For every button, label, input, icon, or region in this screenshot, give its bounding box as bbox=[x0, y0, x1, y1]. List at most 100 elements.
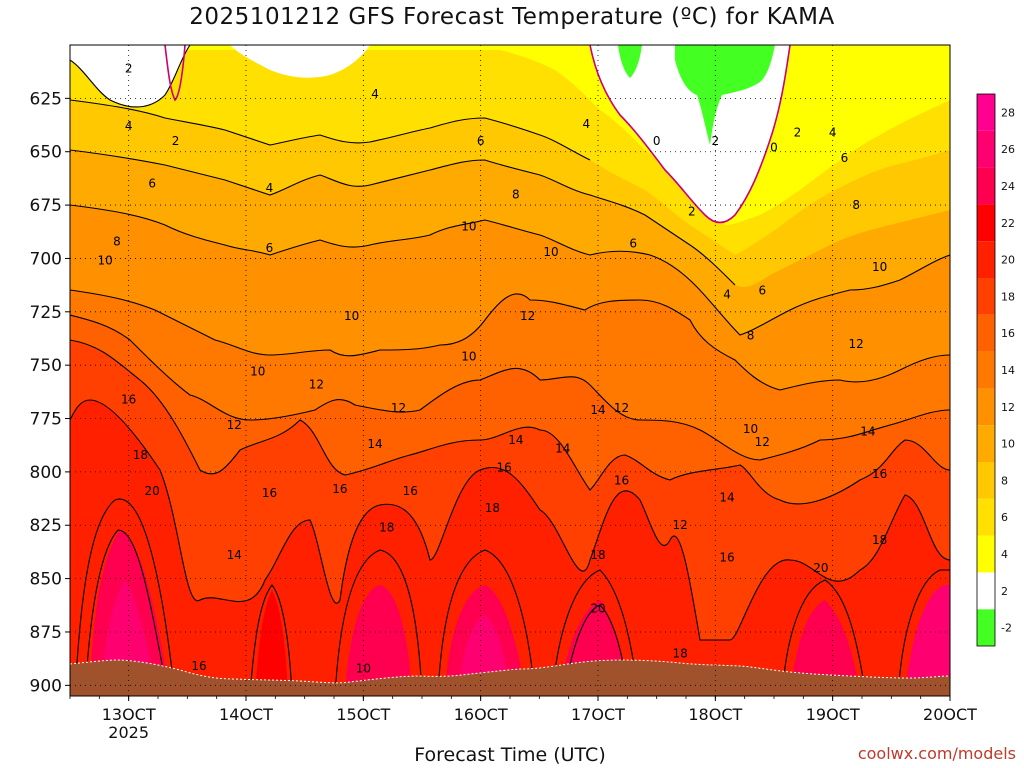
core-24-fill-f bbox=[905, 585, 950, 696]
contour-value-label: 10 bbox=[98, 254, 113, 268]
contour-value-label: 2 bbox=[712, 134, 720, 148]
colorbar-label: 8 bbox=[1001, 474, 1008, 487]
colorbar-label: 10 bbox=[1001, 438, 1015, 451]
contour-value-label: 8 bbox=[113, 234, 121, 248]
contour-value-label: 4 bbox=[371, 87, 379, 101]
contour-20-line-a bbox=[84, 529, 169, 696]
surface-edge bbox=[70, 659, 950, 684]
contour-18-line-e bbox=[781, 579, 867, 696]
colorbar-label: 24 bbox=[1001, 180, 1015, 193]
contour-value-label: 14 bbox=[719, 490, 734, 504]
contour-value-label: 8 bbox=[747, 328, 755, 342]
contour-value-label: 8 bbox=[852, 198, 860, 212]
contour-value-label: 6 bbox=[148, 177, 156, 191]
contour-20-line-g bbox=[249, 584, 293, 696]
contour-value-label: 20 bbox=[144, 484, 159, 498]
contour-8-line bbox=[70, 204, 950, 336]
contour-0-line-a bbox=[164, 45, 186, 102]
colorbar-swatch bbox=[977, 314, 995, 352]
contour-2-line bbox=[70, 45, 191, 108]
contour-value-label: 2 bbox=[125, 61, 133, 75]
contour-12-line bbox=[70, 314, 950, 461]
contour-value-label: 14 bbox=[590, 403, 605, 417]
contour-18-line-f bbox=[897, 569, 950, 696]
contour-value-label: 18 bbox=[590, 548, 605, 562]
contour-value-label: 18 bbox=[379, 520, 394, 534]
contour-16-line bbox=[70, 399, 950, 641]
contour-10-line bbox=[70, 289, 950, 391]
contour-value-label: 16 bbox=[191, 659, 206, 673]
core-22-fill-g bbox=[255, 590, 288, 696]
contour-value-label: 20 bbox=[590, 601, 605, 615]
band-neg2-fill bbox=[675, 45, 775, 145]
contour-lines bbox=[70, 45, 950, 696]
contour-value-label: 16 bbox=[403, 484, 418, 498]
band-0-fill-left bbox=[70, 45, 190, 107]
contour-18-line-a bbox=[74, 498, 176, 696]
contour-value-label: 10 bbox=[461, 350, 476, 364]
contour-value-label: 10 bbox=[356, 661, 371, 675]
contour-value-label: 2 bbox=[794, 126, 802, 140]
y-tick-label: 650 bbox=[30, 143, 62, 163]
contour-4-line bbox=[70, 99, 591, 161]
core-22-fill-e bbox=[790, 600, 860, 696]
contour-6-line bbox=[70, 149, 736, 286]
contour-value-label: 6 bbox=[758, 283, 766, 297]
y-tick-label: 675 bbox=[30, 196, 62, 216]
contour-value-label: 12 bbox=[672, 518, 687, 532]
contour-value-label: 12 bbox=[755, 435, 770, 449]
y-tick-label: 775 bbox=[30, 410, 62, 430]
contour-value-label: 14 bbox=[227, 548, 242, 562]
colorbar-swatch bbox=[977, 498, 995, 536]
contour-value-label: 6 bbox=[629, 237, 637, 251]
colorbar-label: 14 bbox=[1001, 364, 1015, 377]
contour-value-label: 10 bbox=[250, 365, 265, 379]
contour-value-label: 10 bbox=[344, 309, 359, 323]
contour-18-line-b bbox=[334, 549, 423, 696]
x-tick-label: 19OCT bbox=[806, 705, 860, 724]
colorbar-label: -2 bbox=[1001, 622, 1012, 635]
y-tick-label: 800 bbox=[30, 463, 62, 483]
colorbar-swatch bbox=[977, 241, 995, 278]
x-tick-label: 20OCT bbox=[923, 705, 977, 724]
x-axis-title: Forecast Time (UTC) bbox=[414, 744, 606, 766]
y-tick-label: 625 bbox=[30, 89, 62, 109]
colorbar-label: 22 bbox=[1001, 217, 1015, 230]
y-tick-label: 850 bbox=[30, 570, 62, 590]
chart-title: 2025101212 GFS Forecast Temperature (ºC)… bbox=[189, 4, 835, 30]
x-tick-label: 16OCT bbox=[454, 705, 508, 724]
colorbar-label: 20 bbox=[1001, 254, 1015, 267]
contour-value-label: 12 bbox=[520, 309, 535, 323]
x-tick-label: 18OCT bbox=[688, 705, 742, 724]
surface-terrain bbox=[70, 660, 950, 696]
credit-link[interactable]: coolwx.com/models bbox=[857, 744, 1016, 763]
colorbar-swatch bbox=[977, 609, 995, 646]
contour-value-label: 16 bbox=[332, 482, 347, 496]
contour-value-label: 6 bbox=[266, 241, 274, 255]
colorbar-label: 28 bbox=[1001, 106, 1015, 119]
x-tick-label: 15OCT bbox=[336, 705, 390, 724]
plot-frame bbox=[69, 44, 951, 697]
contour-value-label: 12 bbox=[848, 337, 863, 351]
colorbar-swatch bbox=[977, 278, 995, 315]
colorbar-swatch bbox=[977, 351, 995, 389]
colorbar-label: 6 bbox=[1001, 511, 1008, 524]
contour-value-label: 16 bbox=[496, 461, 511, 475]
colorbar-swatch bbox=[977, 425, 995, 462]
contour-value-label: 14 bbox=[860, 424, 875, 438]
core-24-fill-b bbox=[345, 585, 412, 696]
contour-label-layer: 2426810161820121646101416410121216141618… bbox=[98, 61, 888, 675]
y-tick-label: 725 bbox=[30, 303, 62, 323]
colorbar-swatch bbox=[977, 94, 995, 131]
y-tick-label: 700 bbox=[30, 249, 62, 269]
contour-value-label: 16 bbox=[262, 486, 277, 500]
contour-value-label: 10 bbox=[743, 422, 758, 436]
contour-value-label: 16 bbox=[719, 550, 734, 564]
contour-value-label: 14 bbox=[555, 441, 570, 455]
contour-value-label: 18 bbox=[485, 501, 500, 515]
contour-value-label: 14 bbox=[367, 437, 382, 451]
colorbar-swatch bbox=[977, 167, 995, 205]
